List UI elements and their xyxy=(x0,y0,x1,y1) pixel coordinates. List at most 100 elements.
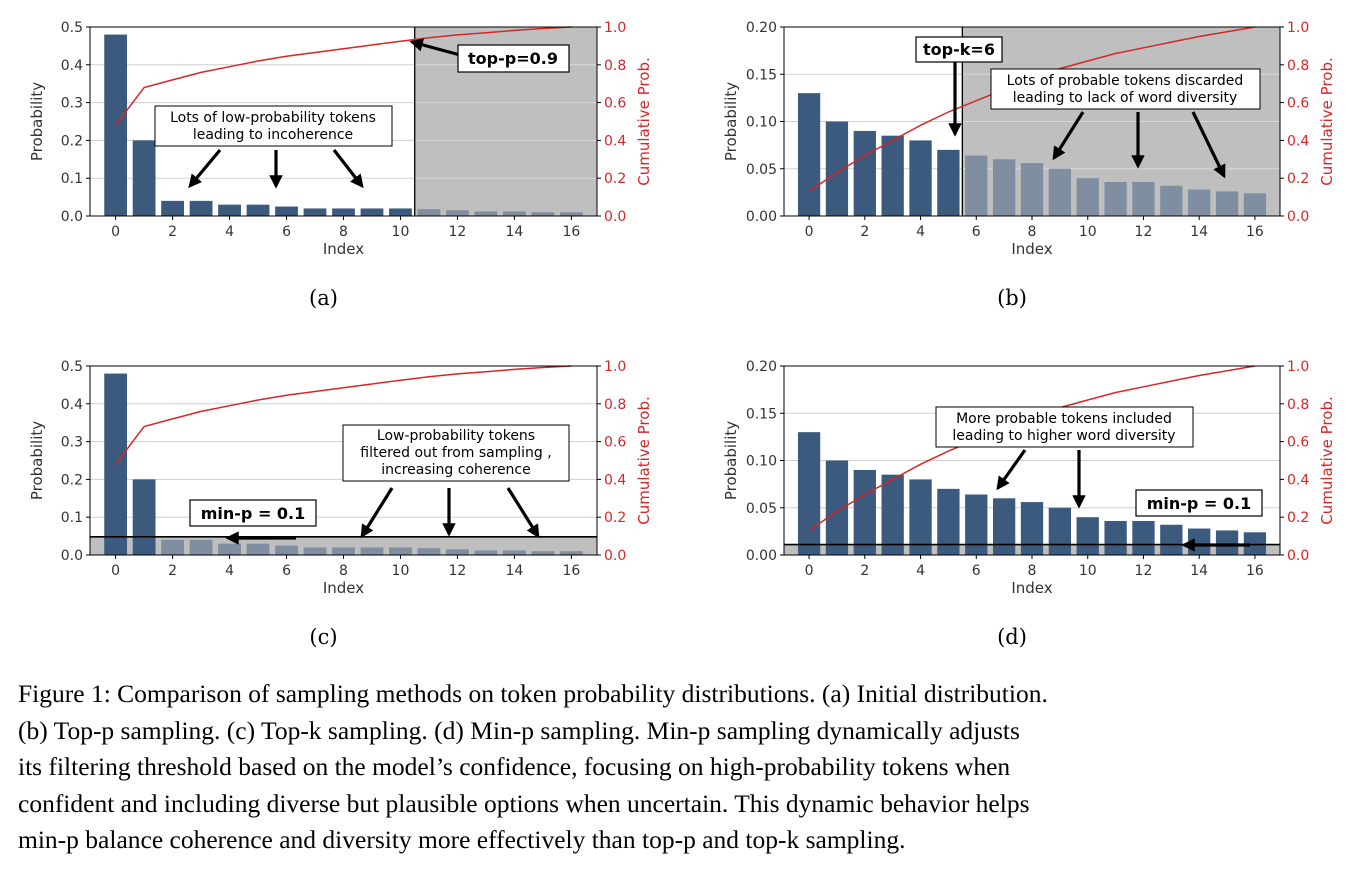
annotation-arrow xyxy=(360,487,394,539)
y-tick-label: 0.15 xyxy=(746,67,777,83)
bar xyxy=(1215,530,1239,555)
x-tick-label: 16 xyxy=(1246,224,1264,240)
x-tick-label: 4 xyxy=(225,224,234,240)
y2-tick-label: 0.2 xyxy=(604,510,626,526)
chart-panel: 0.00 0.05 0.10 0.15 0.20 0.0 0.2 0.4 0.6 0.8 1.0 0 2… xyxy=(722,20,1336,310)
annotation-arrow xyxy=(996,449,1027,491)
bar xyxy=(825,460,849,555)
bar xyxy=(881,135,904,216)
bar xyxy=(531,212,555,216)
x-tick-label: 6 xyxy=(282,224,291,240)
y2-tick-label: 1.0 xyxy=(604,359,626,375)
bar xyxy=(246,204,270,216)
x-tick-label: 10 xyxy=(392,563,410,579)
x-tick-label: 8 xyxy=(339,563,348,579)
bar xyxy=(559,212,583,216)
y-tick-label: 0.5 xyxy=(61,20,83,36)
method-label: min-p = 0.1 xyxy=(201,504,306,523)
bar xyxy=(417,548,441,555)
x-axis-label: Index xyxy=(323,579,364,597)
x-tick-label: 2 xyxy=(168,224,177,240)
y-tick-label: 0.2 xyxy=(61,472,83,488)
y-tick-label: 0.0 xyxy=(61,548,83,564)
bar xyxy=(275,545,298,555)
bar xyxy=(909,479,932,555)
y2-tick-label: 0.4 xyxy=(1287,133,1309,149)
cumulative-line xyxy=(115,26,572,126)
x-tick-label: 16 xyxy=(562,224,580,240)
bar xyxy=(1188,528,1211,555)
method-label-box xyxy=(457,44,570,73)
x-tick-label: 0 xyxy=(111,563,120,579)
x-tick-label: 10 xyxy=(1079,224,1097,240)
bar xyxy=(1048,168,1072,216)
y2-tick-label: 0.6 xyxy=(604,435,626,451)
y2-tick-label: 0.4 xyxy=(604,133,626,149)
chart-panel: 0.0 0.1 0.2 0.3 0.4 0.5 0.0 0.2 0.4 0.6 0.8 1.0 0 2 4 6… xyxy=(28,20,653,310)
y-tick-label: 0.00 xyxy=(746,209,777,225)
bar xyxy=(1243,193,1267,216)
annotation-text: Low-probability tokens xyxy=(377,428,535,444)
y-tick-label: 0.1 xyxy=(61,510,83,526)
y2-tick-label: 0.4 xyxy=(604,472,626,488)
y-tick-label: 0.4 xyxy=(61,397,83,413)
x-tick-label: 0 xyxy=(111,224,120,240)
y2-axis-label: Cumulative Prob. xyxy=(635,57,653,185)
y-axis-label: Probability xyxy=(28,421,46,500)
bar xyxy=(1076,517,1099,555)
bar xyxy=(275,206,298,216)
bar xyxy=(825,121,849,216)
x-tick-label: 14 xyxy=(505,224,523,240)
y2-tick-label: 0.0 xyxy=(1287,209,1309,225)
bar xyxy=(474,211,498,216)
bar xyxy=(965,494,988,555)
annotation-arrow xyxy=(409,38,461,57)
x-tick-label: 10 xyxy=(392,224,410,240)
x-tick-label: 8 xyxy=(1028,563,1037,579)
y2-tick-label: 1.0 xyxy=(1287,20,1309,36)
y2-tick-label: 0.8 xyxy=(1287,58,1309,74)
cumulative-line xyxy=(115,365,572,465)
bar xyxy=(965,155,988,216)
y-tick-label: 0.05 xyxy=(746,501,777,517)
bar xyxy=(1160,185,1183,216)
annotation-text: Lots of low-probability tokens xyxy=(170,110,376,126)
bar xyxy=(992,498,1016,555)
bar xyxy=(303,208,327,216)
bar xyxy=(1243,532,1267,555)
bar xyxy=(937,488,960,555)
x-tick-label: 4 xyxy=(225,563,234,579)
y2-tick-label: 0.8 xyxy=(604,397,626,413)
x-tick-label: 6 xyxy=(972,224,981,240)
y2-tick-label: 0.8 xyxy=(1287,397,1309,413)
bar xyxy=(1020,163,1044,216)
bar xyxy=(1132,520,1155,555)
bar xyxy=(853,130,876,216)
x-tick-label: 0 xyxy=(805,563,814,579)
annotation-arrow xyxy=(332,149,364,189)
panel-label: (b) xyxy=(997,286,1027,310)
y-tick-label: 0.5 xyxy=(61,359,83,375)
bar xyxy=(1188,189,1211,216)
x-axis-label: Index xyxy=(323,240,364,258)
bar xyxy=(360,547,384,555)
y2-axis-label: Cumulative Prob. xyxy=(1318,57,1336,185)
x-tick-label: 12 xyxy=(449,224,467,240)
bar xyxy=(1048,507,1072,555)
figure-caption: Figure 1: Comparison of sampling methods… xyxy=(18,679,1048,854)
bar xyxy=(161,539,184,555)
x-tick-label: 6 xyxy=(972,563,981,579)
bar xyxy=(189,539,213,555)
bar xyxy=(503,550,526,555)
y2-tick-label: 0.8 xyxy=(604,58,626,74)
figure-panels: 0.0 0.1 0.2 0.3 0.4 0.5 0.0 0.2 0.4 0.6 0.8 1.0 0 2 4 6… xyxy=(28,20,1336,649)
annotation-text: Lots of probable tokens discarded xyxy=(1007,73,1244,89)
x-tick-label: 2 xyxy=(168,563,177,579)
bar xyxy=(1104,520,1127,555)
bar xyxy=(189,200,213,216)
bar xyxy=(797,93,821,216)
chart-panel: 0.00 0.05 0.10 0.15 0.20 0.0 0.2 0.4 0.6 0.8 1.0 0 2… xyxy=(722,359,1336,649)
bar xyxy=(1104,181,1127,216)
y-tick-label: 0.4 xyxy=(61,58,83,74)
x-tick-label: 14 xyxy=(1190,563,1208,579)
